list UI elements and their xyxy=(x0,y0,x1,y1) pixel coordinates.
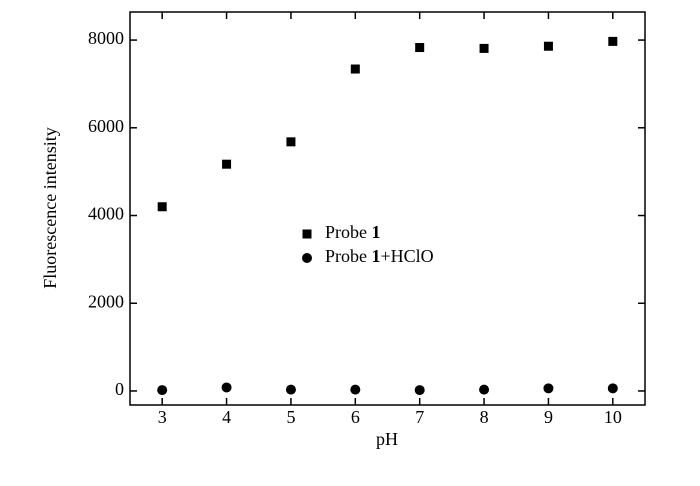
x-tick-label: 3 xyxy=(158,407,167,427)
point xyxy=(157,202,167,212)
point xyxy=(415,43,425,53)
legend-marker xyxy=(302,253,312,263)
point xyxy=(350,384,361,395)
y-tick-label: 6000 xyxy=(88,116,124,136)
plot-frame xyxy=(129,11,646,406)
point xyxy=(608,36,618,46)
x-tick-label: 5 xyxy=(286,407,295,427)
point xyxy=(221,382,232,393)
point xyxy=(479,384,490,395)
legend-marker xyxy=(302,229,312,239)
x-tick-label: 10 xyxy=(604,407,622,427)
point xyxy=(479,43,489,53)
point xyxy=(543,383,554,394)
point xyxy=(157,385,168,396)
point xyxy=(222,159,232,169)
point xyxy=(350,64,360,74)
y-tick-label: 2000 xyxy=(88,291,124,311)
x-tick-label: 9 xyxy=(544,407,553,427)
x-tick-label: 8 xyxy=(480,407,489,427)
x-tick-label: 6 xyxy=(351,407,360,427)
point xyxy=(543,41,553,51)
x-tick-label: 7 xyxy=(415,407,424,427)
point xyxy=(286,137,296,147)
y-axis-label: Fluorescence intensity xyxy=(40,127,60,288)
point xyxy=(607,383,618,394)
y-tick-label: 4000 xyxy=(88,204,124,224)
y-tick-label: 0 xyxy=(115,379,124,399)
point xyxy=(414,385,425,396)
x-tick-label: 4 xyxy=(222,407,231,427)
legend-label: Probe 1+HClO xyxy=(325,246,434,266)
x-axis-label: pH xyxy=(376,429,398,449)
point xyxy=(285,384,296,395)
y-tick-label: 8000 xyxy=(88,28,124,48)
legend-label: Probe 1 xyxy=(325,222,381,242)
